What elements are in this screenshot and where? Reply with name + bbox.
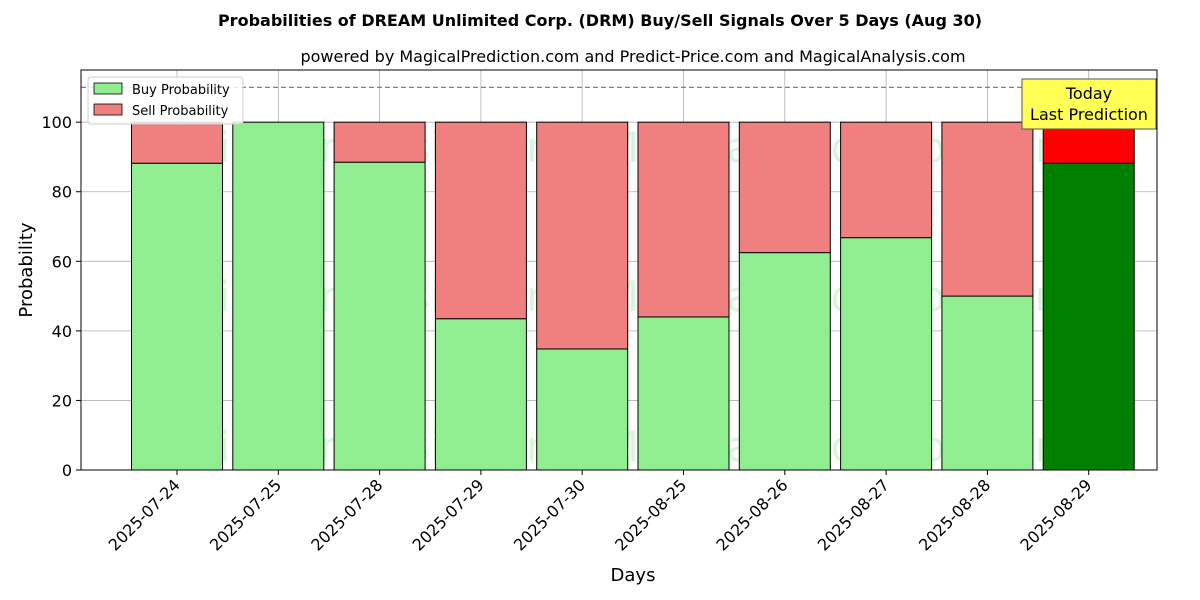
x-tick-label: 2025-08-27 xyxy=(814,475,893,554)
sell-bar xyxy=(536,121,629,350)
x-tick-label: 2025-08-29 xyxy=(1016,475,1095,554)
legend: Buy Probability Sell Probability xyxy=(87,76,244,125)
y-tick-label: 80 xyxy=(52,183,72,202)
x-axis-label: Days xyxy=(611,565,656,586)
x-tick-label: 2025-07-29 xyxy=(409,475,488,554)
x-tick-label: 2025-07-28 xyxy=(307,475,386,554)
annotation-box xyxy=(1021,78,1157,130)
x-tick-label: 2025-08-28 xyxy=(915,475,994,554)
bars xyxy=(131,121,1135,471)
x-tick-label: 2025-07-24 xyxy=(105,475,184,554)
buy-bar xyxy=(131,162,223,471)
y-axis-label: Probability xyxy=(16,222,37,317)
chart-title: Probabilities of DREAM Unlimited Corp. (… xyxy=(218,11,982,30)
sell-bar xyxy=(333,121,426,163)
y-tick-label: 0 xyxy=(62,461,72,480)
x-tick-label: 2025-08-26 xyxy=(712,475,791,554)
sell-bar xyxy=(434,121,527,320)
buy-bar xyxy=(738,252,831,471)
buy-bar xyxy=(941,295,1034,471)
legend-sell-label: Sell Probability xyxy=(132,104,229,119)
sell-bar xyxy=(738,121,831,254)
buy-bar xyxy=(1042,162,1135,471)
y-tick-label: 40 xyxy=(52,322,72,341)
x-tick-label: 2025-07-25 xyxy=(206,475,285,554)
legend-box xyxy=(87,76,244,125)
y-axis: 0 20 40 60 80 100 xyxy=(41,113,81,480)
buy-bar xyxy=(637,316,730,471)
y-tick-label: 60 xyxy=(52,252,72,271)
sell-bar xyxy=(941,121,1034,297)
legend-buy-label: Buy Probability xyxy=(132,83,230,98)
buy-bar xyxy=(232,121,325,471)
x-tick-label: 2025-08-25 xyxy=(611,475,690,554)
y-tick-label: 100 xyxy=(41,113,72,132)
sell-bar xyxy=(840,121,933,239)
x-tick-label: 2025-07-30 xyxy=(510,475,589,554)
legend-sell-swatch xyxy=(93,103,123,116)
buy-bar xyxy=(434,318,527,471)
annotation-line-1: Today xyxy=(1065,84,1112,103)
sell-bar xyxy=(637,121,730,318)
legend-buy-swatch xyxy=(93,82,123,95)
sell-bar xyxy=(131,121,223,164)
y-tick-label: 20 xyxy=(52,391,72,410)
buy-bar xyxy=(840,237,933,471)
today-annotation: Today Last Prediction xyxy=(1021,78,1157,130)
annotation-line-2: Last Prediction xyxy=(1030,105,1148,124)
buy-bar xyxy=(536,348,629,471)
buy-bar xyxy=(333,161,426,471)
chart-subtitle: powered by MagicalPrediction.com and Pre… xyxy=(300,47,965,66)
x-axis: 2025-07-24 2025-07-25 2025-07-28 2025-07-29… xyxy=(105,470,1096,555)
plot-frame xyxy=(80,69,1158,471)
